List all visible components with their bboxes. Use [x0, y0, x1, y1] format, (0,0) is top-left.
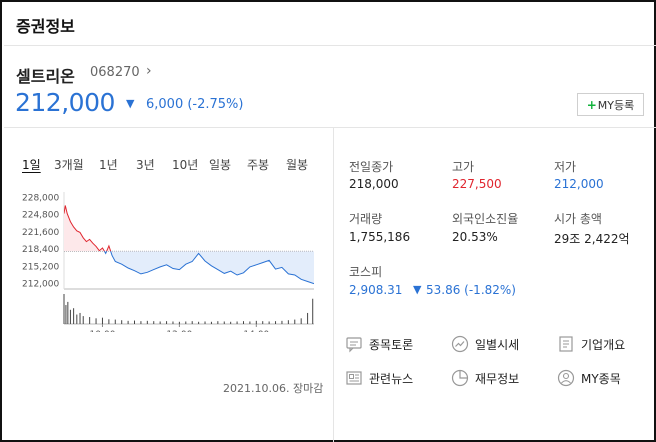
low-label: 저가	[554, 160, 577, 174]
down-arrow-icon: ▼	[413, 283, 422, 296]
price-line-above	[64, 205, 112, 252]
tab-monthly-candle[interactable]: 월봉	[286, 158, 309, 172]
y-tick-label: 218,400	[22, 245, 59, 255]
down-arrow-icon: ▼	[126, 97, 135, 110]
tab-3month[interactable]: 3개월	[54, 158, 84, 172]
news-label: 관련뉴스	[369, 371, 414, 386]
kospi-change: 53.86 (-1.82%)	[426, 283, 516, 297]
volume-value: 1,755,186	[349, 230, 411, 244]
low-value: 212,000	[554, 177, 604, 191]
tab-1year[interactable]: 1년	[99, 158, 118, 172]
my-register-button[interactable]: + MY등록	[577, 93, 644, 116]
kospi-label[interactable]: 코스피	[349, 265, 383, 279]
y-tick-label: 215,200	[22, 262, 59, 272]
y-tick-label: 224,800	[22, 211, 59, 221]
x-tick-label: 12:00	[166, 330, 192, 332]
price-line-below	[99, 251, 314, 285]
stock-name[interactable]: 셀트리온	[16, 67, 75, 86]
kospi-value: 2,908.31	[349, 283, 403, 297]
high-label: 고가	[452, 160, 475, 174]
chevron-right-icon[interactable]: ›	[146, 63, 152, 79]
y-tick-label: 228,000	[22, 193, 59, 203]
my-stock-label: MY종목	[581, 371, 621, 386]
news-link[interactable]: 관련뉴스	[345, 369, 413, 387]
volume-label: 거래량	[349, 212, 383, 226]
divider	[4, 127, 656, 128]
x-tick-label: 14:00	[243, 330, 269, 332]
tab-10year[interactable]: 10년	[172, 158, 199, 172]
tab-1day[interactable]: 1일	[22, 158, 41, 172]
company-info-label: 기업개요	[581, 337, 626, 352]
pie-icon	[451, 369, 469, 387]
company-info-link[interactable]: 기업개요	[557, 335, 625, 353]
document-icon	[559, 336, 573, 352]
foreign-ratio-value: 20.53%	[452, 230, 498, 244]
news-icon	[346, 371, 362, 385]
tab-daily-candle[interactable]: 일봉	[209, 158, 232, 172]
widget-title: 증권정보	[16, 17, 75, 36]
user-icon	[557, 369, 575, 387]
prev-close-label: 전일종가	[349, 160, 394, 174]
financial-link[interactable]: 재무정보	[451, 369, 519, 387]
prev-close-value: 218,000	[349, 177, 399, 191]
chat-icon	[346, 337, 362, 353]
tab-3year[interactable]: 3년	[136, 158, 155, 172]
discussion-link[interactable]: 종목토론	[345, 335, 413, 353]
price-change: 6,000 (-2.75%)	[146, 97, 244, 112]
discussion-label: 종목토론	[369, 337, 414, 352]
market-cap-label: 시가 총액	[554, 212, 602, 226]
widget-header: 증권정보	[4, 4, 656, 46]
foreign-ratio-label: 외국인소진율	[452, 212, 519, 226]
y-tick-label: 221,600	[22, 228, 59, 238]
plus-icon: +	[586, 97, 597, 112]
my-stock-link[interactable]: MY종목	[557, 369, 621, 387]
tab-weekly-candle[interactable]: 주봉	[247, 158, 270, 172]
my-register-label: MY등록	[597, 98, 635, 112]
market-close-date: 2021.10.06. 장마감	[223, 382, 324, 395]
intraday-chart: 228,000 224,800 221,600 218,400 215,200 212,0…	[22, 192, 314, 332]
market-cap-value: 29조 2,422억	[554, 232, 630, 246]
divider	[333, 128, 334, 442]
daily-price-link[interactable]: 일별시세	[451, 335, 519, 353]
y-tick-label: 212,000	[22, 280, 59, 290]
x-tick-label: 10:00	[89, 330, 115, 332]
area-below-reference	[64, 251, 314, 284]
high-value: 227,500	[452, 177, 502, 191]
financial-label: 재무정보	[475, 371, 520, 386]
area-above-reference	[64, 205, 111, 252]
daily-price-label: 일별시세	[475, 337, 520, 352]
trend-icon	[451, 335, 469, 353]
current-price: 212,000	[15, 88, 115, 117]
stock-code[interactable]: 068270	[90, 65, 140, 80]
